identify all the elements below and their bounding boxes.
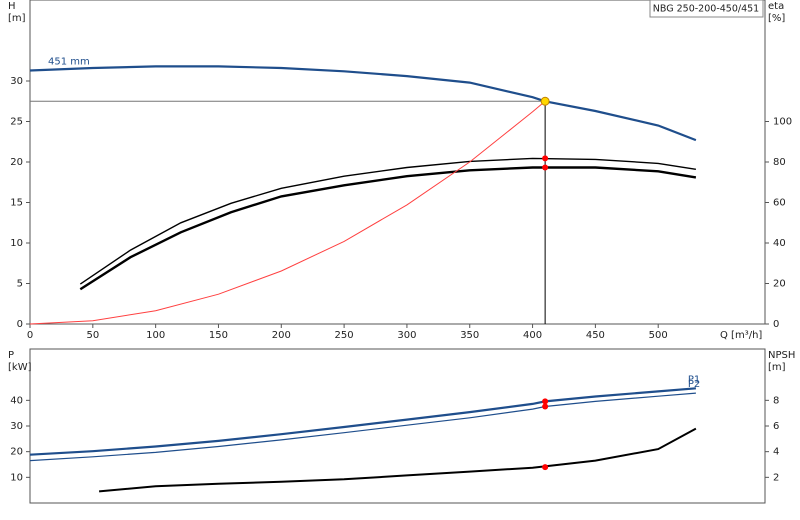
series-line — [29, 387, 696, 456]
y-tick-label: 5 — [17, 279, 23, 290]
x-tick-label: 450 — [586, 330, 605, 341]
y2-tick-label: 4 — [773, 447, 779, 458]
series-line — [79, 157, 697, 285]
y-axis-label: [m] — [8, 13, 26, 24]
y-tick-label: 15 — [10, 198, 23, 209]
y2-axis-label: eta — [768, 1, 784, 12]
y2-tick-label: 80 — [773, 157, 786, 168]
x-tick-label: 500 — [649, 330, 668, 341]
title-box — [649, 0, 764, 18]
y-axis-label: [kW] — [8, 362, 32, 373]
y2-tick-label: 100 — [773, 117, 792, 128]
y2-tick-label: 2 — [773, 472, 779, 483]
chart-title: NBG 250-200-450/451 — [653, 4, 759, 15]
y2-axis-label: [m] — [768, 362, 786, 373]
y-tick-label: 20 — [10, 447, 23, 458]
duty-point — [540, 96, 550, 106]
series-line — [99, 427, 697, 493]
y-tick-label: 0 — [17, 319, 23, 330]
y-tick-label: 25 — [10, 117, 23, 128]
y2-tick-label: 8 — [773, 395, 779, 406]
plot-frame — [29, 0, 766, 325]
y2-tick-label: 60 — [773, 198, 786, 209]
duty-point — [542, 164, 549, 171]
y-axis-label: H — [8, 1, 16, 12]
y-tick-label: 10 — [10, 472, 23, 483]
x-tick-label: 350 — [460, 330, 479, 341]
series-line — [29, 392, 696, 462]
y-axis-label: P — [8, 350, 14, 361]
x-tick-label: 100 — [146, 330, 165, 341]
y2-tick-label: 0 — [773, 319, 779, 330]
y2-tick-label: 6 — [773, 421, 779, 432]
y-tick-label: 40 — [10, 395, 23, 406]
y2-tick-label: 40 — [773, 238, 786, 249]
x-tick-label: 150 — [209, 330, 228, 341]
x-tick-label: 300 — [397, 330, 416, 341]
y2-tick-label: 20 — [773, 279, 786, 290]
x-tick-label: 200 — [272, 330, 291, 341]
series-line — [79, 166, 697, 291]
y2-axis-label: NPSH — [768, 350, 795, 361]
series-line — [29, 100, 546, 325]
duty-point — [542, 398, 549, 405]
x-tick-label: 400 — [523, 330, 542, 341]
y-tick-label: 30 — [10, 76, 23, 87]
x-tick-label: 0 — [27, 330, 33, 341]
series-line — [29, 65, 697, 142]
y-tick-label: 10 — [10, 238, 23, 249]
y2-axis-label: [%] — [768, 13, 785, 24]
x-axis-label: Q [m³/h] — [720, 330, 762, 341]
duty-point — [542, 403, 549, 410]
duty-point — [542, 155, 549, 162]
series-label: P2 — [688, 379, 700, 390]
y-tick-label: 30 — [10, 421, 23, 432]
x-tick-label: 250 — [335, 330, 354, 341]
y-tick-label: 20 — [10, 157, 23, 168]
x-tick-label: 50 — [86, 330, 99, 341]
series-label: 451 mm — [48, 56, 90, 67]
duty-point — [542, 464, 549, 471]
series-label: P1 — [688, 374, 700, 385]
